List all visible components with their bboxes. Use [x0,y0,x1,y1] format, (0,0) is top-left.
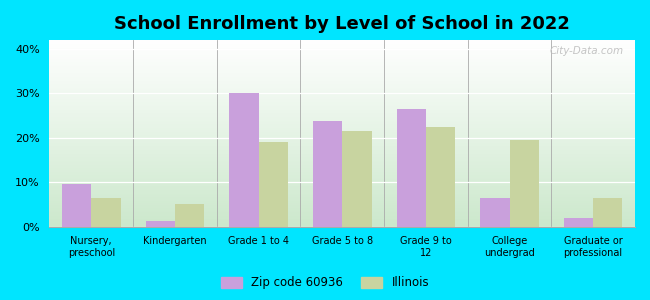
Bar [343,131,372,227]
Bar [229,93,259,227]
Bar [396,109,426,227]
Bar [564,218,593,227]
Bar [175,204,204,227]
Bar [259,142,288,227]
Bar [480,198,510,227]
Bar [593,198,623,227]
Bar [91,198,120,227]
Bar [510,140,539,227]
Legend: Zip code 60936, Illinois: Zip code 60936, Illinois [216,272,434,294]
Bar [62,184,91,227]
Bar [313,121,343,227]
Title: School Enrollment by Level of School in 2022: School Enrollment by Level of School in … [114,15,570,33]
Text: City-Data.com: City-Data.com [549,46,623,56]
Bar [426,127,455,227]
Bar [146,221,175,227]
